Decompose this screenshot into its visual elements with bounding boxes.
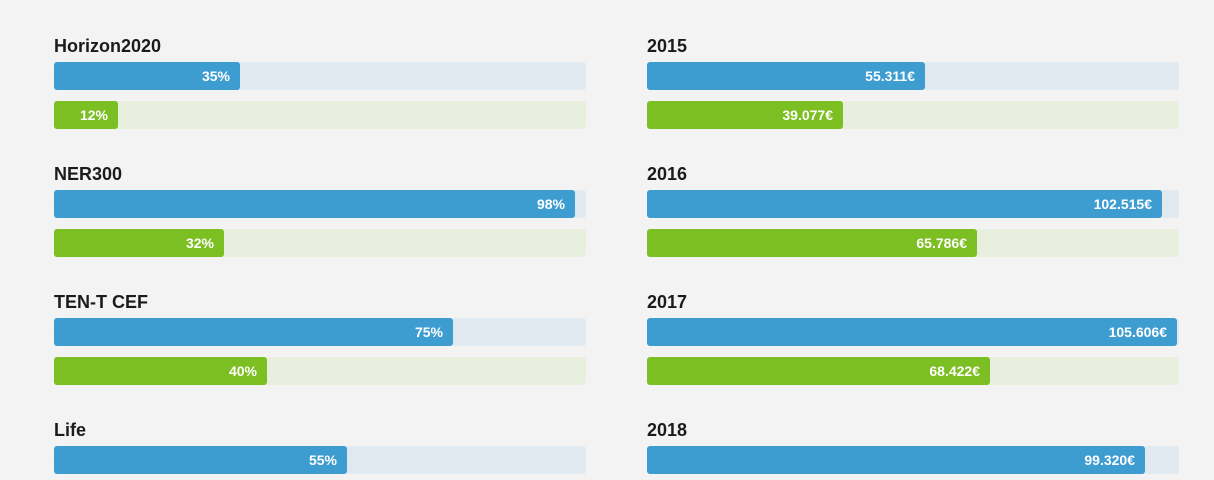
category-label: Life <box>54 420 87 440</box>
bar-blue: 99.320€ <box>647 446 1145 474</box>
bar-blue: 55% <box>54 446 347 474</box>
year-group: 2018 99.320€ <box>647 420 1179 474</box>
bar-track: 32% <box>54 229 586 257</box>
bar-value-label: 65.786€ <box>916 235 967 251</box>
bar-green: 12% <box>54 101 118 129</box>
year-group: 2016 102.515€ 65.786€ <box>647 164 1179 257</box>
bar-green: 68.422€ <box>647 357 990 385</box>
bar-value-label: 39.077€ <box>782 107 833 123</box>
bar-track: 35% <box>54 62 586 90</box>
category-label: 2016 <box>647 164 688 184</box>
bar-blue: 102.515€ <box>647 190 1162 218</box>
bar-track: 12% <box>54 101 586 129</box>
bar-blue: 105.606€ <box>647 318 1177 346</box>
bar-track: 75% <box>54 318 586 346</box>
bar-track: 55.311€ <box>647 62 1179 90</box>
bar-value-label: 32% <box>185 235 214 251</box>
program-group: TEN-T CEF 75% 40% <box>54 292 586 385</box>
category-label: NER300 <box>54 164 123 184</box>
category-label: 2018 <box>647 420 688 440</box>
bar-value-label: 102.515€ <box>1093 196 1152 212</box>
bar-track: 102.515€ <box>647 190 1179 218</box>
category-label: 2015 <box>647 36 688 56</box>
bar-green: 39.077€ <box>647 101 843 129</box>
program-group: Life 55% <box>54 420 586 474</box>
bar-blue: 75% <box>54 318 453 346</box>
bar-track: 105.606€ <box>647 318 1179 346</box>
bar-track: 98% <box>54 190 586 218</box>
bar-track: 68.422€ <box>647 357 1179 385</box>
bar-green: 40% <box>54 357 267 385</box>
bar-value-label: 68.422€ <box>929 363 980 379</box>
bar-track: 40% <box>54 357 586 385</box>
year-group: 2015 55.311€ 39.077€ <box>647 36 1179 129</box>
bar-value-label: 105.606€ <box>1108 324 1167 340</box>
bar-value-label: 12% <box>79 107 108 123</box>
bar-value-label: 35% <box>201 68 230 84</box>
bar-value-label: 55.311€ <box>865 68 915 84</box>
bar-value-label: 55% <box>308 452 337 468</box>
bar-track: 99.320€ <box>647 446 1179 474</box>
bar-blue: 35% <box>54 62 240 90</box>
bar-track: 55% <box>54 446 586 474</box>
bar-value-label: 99.320€ <box>1084 452 1135 468</box>
category-label: 2017 <box>647 292 688 312</box>
program-group: NER300 98% 32% <box>54 164 586 257</box>
bar-value-label: 75% <box>414 324 443 340</box>
category-label: TEN-T CEF <box>54 292 148 312</box>
program-group: Horizon2020 35% 12% <box>54 36 586 129</box>
bar-blue: 55.311€ <box>647 62 925 90</box>
year-group: 2017 105.606€ 68.422€ <box>647 292 1179 385</box>
bar-blue: 98% <box>54 190 575 218</box>
bar-value-label: 98% <box>536 196 565 212</box>
bar-track: 39.077€ <box>647 101 1179 129</box>
bar-value-label: 40% <box>228 363 257 379</box>
bar-green: 32% <box>54 229 224 257</box>
category-label: Horizon2020 <box>54 36 162 56</box>
bar-green: 65.786€ <box>647 229 977 257</box>
bar-track: 65.786€ <box>647 229 1179 257</box>
